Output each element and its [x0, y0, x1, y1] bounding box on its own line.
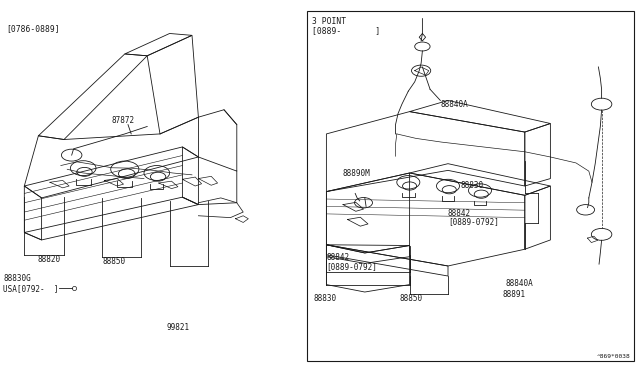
Text: 88840A: 88840A — [506, 279, 533, 288]
Text: ^869*0038: ^869*0038 — [596, 354, 630, 359]
Text: 88830G: 88830G — [3, 274, 31, 283]
Text: 88890M: 88890M — [342, 169, 370, 178]
Text: 88850: 88850 — [102, 257, 125, 266]
Text: [0786-0889]: [0786-0889] — [6, 25, 60, 33]
Text: USA[0792-  ]: USA[0792- ] — [3, 284, 59, 293]
Text: 88820: 88820 — [37, 255, 60, 264]
Text: 88830: 88830 — [314, 294, 337, 303]
Text: [0889-0792]: [0889-0792] — [326, 262, 377, 271]
Text: 3 POINT: 3 POINT — [312, 17, 346, 26]
Text: 99821: 99821 — [166, 323, 189, 332]
Text: 87872: 87872 — [112, 116, 135, 125]
Text: [0889-       ]: [0889- ] — [312, 26, 381, 35]
Text: 88850: 88850 — [400, 294, 423, 303]
Text: [0889-0792]: [0889-0792] — [448, 217, 499, 226]
Text: 88840A: 88840A — [440, 100, 468, 109]
Text: 88891: 88891 — [502, 291, 525, 299]
Text: 88842: 88842 — [326, 253, 349, 262]
Bar — [307, 11, 634, 361]
Text: 88830: 88830 — [461, 182, 484, 190]
Text: 88842: 88842 — [448, 209, 471, 218]
